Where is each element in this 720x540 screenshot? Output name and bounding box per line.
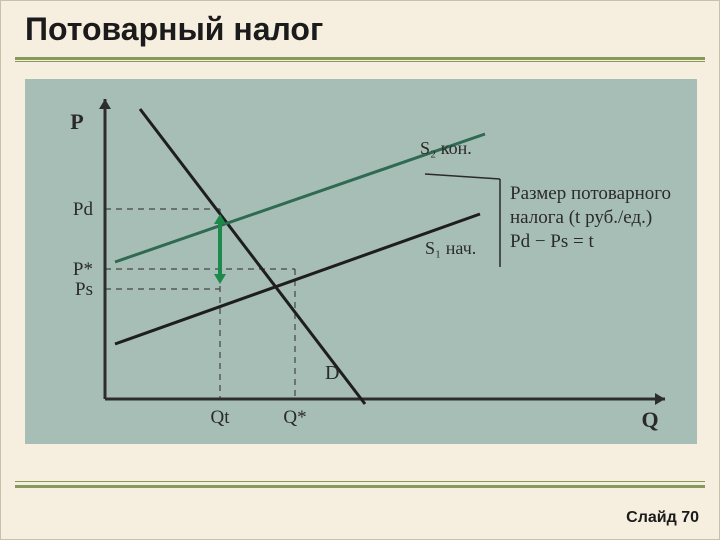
- x-axis-label: Q: [641, 407, 658, 432]
- curve-label-s1: S₁ нач.: [425, 238, 476, 258]
- curve-label-s2: S₂ кон.: [420, 138, 472, 158]
- svg-text:Pd: Pd: [73, 199, 94, 220]
- curve-label-d: D: [325, 362, 339, 384]
- chart-background: [25, 79, 697, 444]
- slide-title: Потоварный налог: [25, 11, 323, 48]
- slide: Потоварный налог Pd P*Ps Qt Q* P Q D S₁ на…: [0, 0, 720, 540]
- chart-svg: Pd P*Ps Qt Q* P Q D S₁ нач. S₂ кон. Размер…: [25, 79, 697, 444]
- svg-text:P*: P*: [73, 259, 93, 280]
- divider-top-outer: [15, 57, 705, 60]
- chart: Pd P*Ps Qt Q* P Q D S₁ нач. S₂ кон. Размер…: [25, 79, 697, 444]
- svg-text:Q*: Q*: [283, 407, 306, 428]
- svg-text:Qt: Qt: [211, 407, 231, 428]
- y-axis-label: P: [70, 109, 83, 134]
- divider-bottom-outer: [15, 481, 705, 482]
- svg-text:Размер потоварного: Размер потоварного: [510, 183, 671, 204]
- svg-text:налога (t руб./ед.): налога (t руб./ед.): [510, 207, 652, 228]
- divider-bottom-inner: [15, 485, 705, 488]
- slide-footer: Слайд 70: [626, 509, 699, 527]
- svg-text:Pd − Ps = t: Pd − Ps = t: [510, 231, 594, 252]
- divider-top-inner: [15, 61, 705, 62]
- svg-text:Ps: Ps: [75, 279, 93, 300]
